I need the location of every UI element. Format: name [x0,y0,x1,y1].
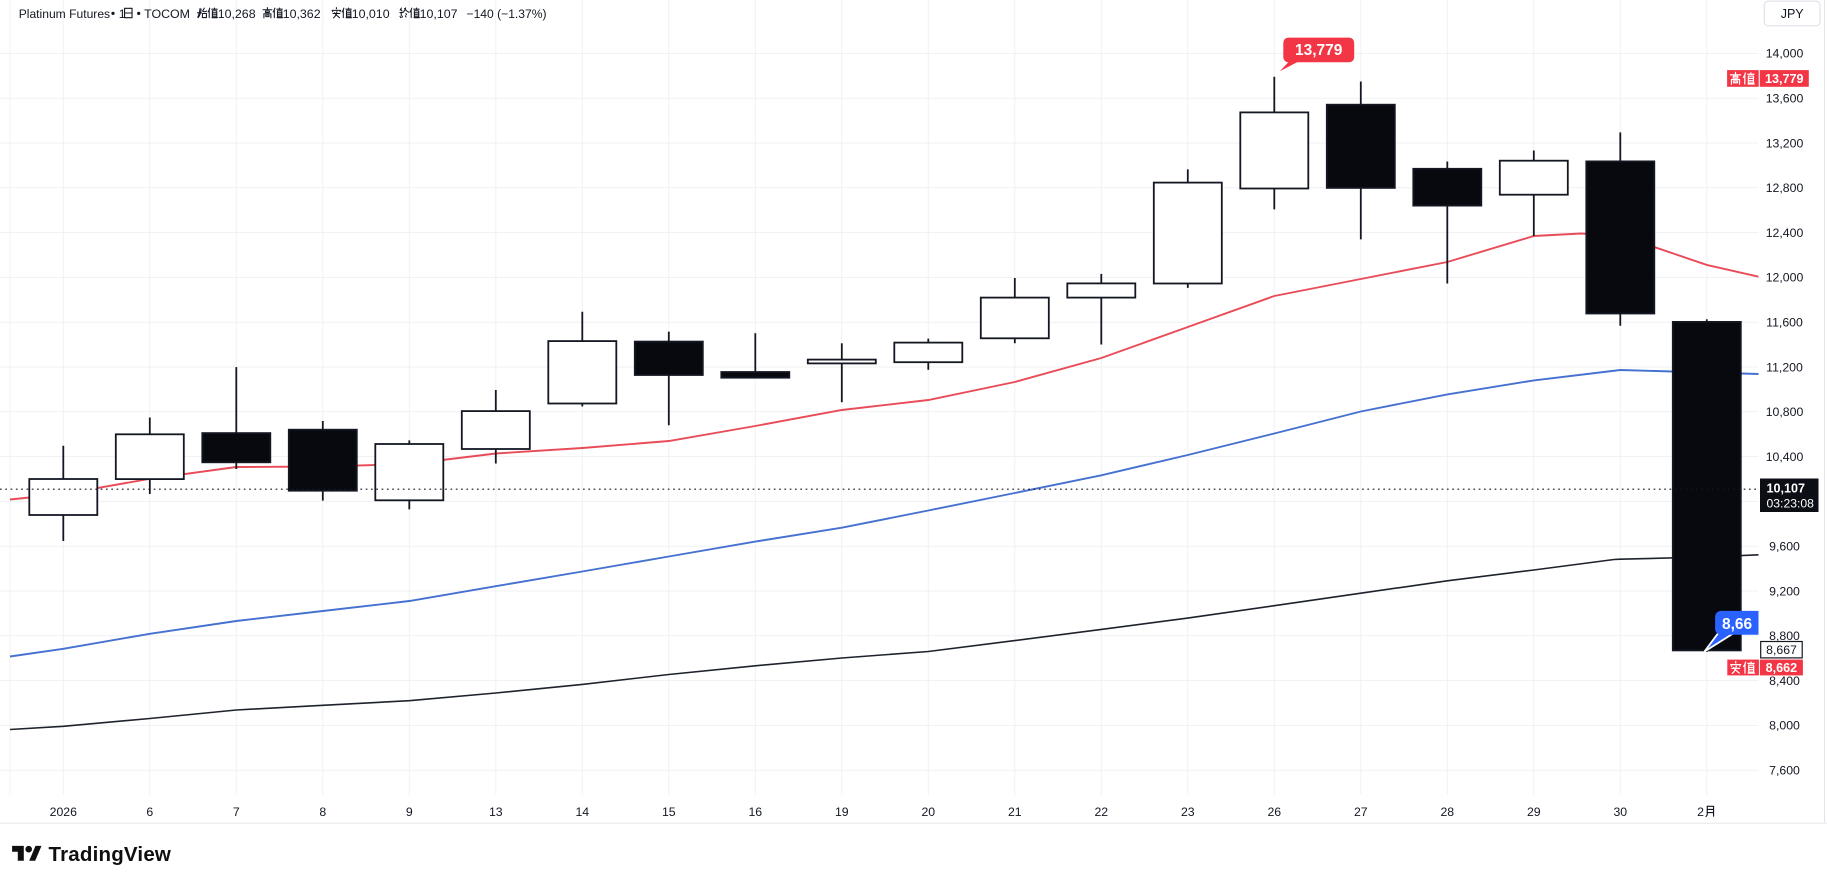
svg-text:15: 15 [662,805,676,819]
svg-text:8,66: 8,66 [1722,616,1753,633]
svg-text:16: 16 [748,805,762,819]
svg-text:8,000: 8,000 [1769,719,1800,733]
svg-text:30: 30 [1613,805,1627,819]
svg-text:2: 2 [1697,805,1704,819]
svg-text:6: 6 [146,805,153,819]
svg-text:9,600: 9,600 [1769,540,1800,554]
svg-text:9: 9 [406,805,413,819]
svg-text:21: 21 [1008,805,1022,819]
svg-text:20: 20 [921,805,935,819]
svg-text:13: 13 [489,805,503,819]
svg-text:10,010: 10,010 [352,7,390,21]
svg-text:27: 27 [1354,805,1368,819]
svg-text:29: 29 [1527,805,1541,819]
svg-text:03:23:08: 03:23:08 [1767,497,1815,511]
svg-text:10,400: 10,400 [1766,450,1804,464]
svg-text:14,000: 14,000 [1766,47,1804,61]
svg-text:10,107: 10,107 [1767,481,1806,495]
svg-text:10,107: 10,107 [420,7,458,21]
svg-text:JPY: JPY [1781,7,1805,21]
svg-text:8,667: 8,667 [1766,643,1797,657]
svg-text:Platinum Futures: Platinum Futures [19,7,110,21]
svg-text:8,662: 8,662 [1766,661,1798,675]
svg-text:10,362: 10,362 [283,7,321,21]
svg-text:28: 28 [1440,805,1454,819]
svg-text:13,600: 13,600 [1766,92,1804,106]
svg-text:12,400: 12,400 [1766,226,1804,240]
svg-text:26: 26 [1267,805,1281,819]
svg-text:14: 14 [575,805,589,819]
svg-text:8,400: 8,400 [1769,674,1800,688]
svg-text:12,800: 12,800 [1766,181,1804,195]
svg-text:−140 (−1.37%): −140 (−1.37%) [467,7,547,21]
svg-text:12,000: 12,000 [1766,271,1804,285]
svg-text:11,600: 11,600 [1766,316,1803,330]
svg-text:22: 22 [1094,805,1108,819]
svg-text:13,779: 13,779 [1295,42,1343,59]
svg-text:19: 19 [835,805,849,819]
svg-text:7,600: 7,600 [1769,764,1800,778]
svg-text:9,200: 9,200 [1769,584,1800,598]
svg-text:10,268: 10,268 [218,7,256,21]
svg-text:TOCOM: TOCOM [144,7,190,21]
svg-text:7: 7 [233,805,240,819]
svg-text:11,200: 11,200 [1766,360,1803,374]
svg-text:13,779: 13,779 [1765,72,1804,86]
svg-text:10,800: 10,800 [1766,405,1804,419]
svg-text:TradingView: TradingView [49,843,172,866]
svg-text:8: 8 [319,805,326,819]
svg-text:2026: 2026 [50,805,78,819]
svg-text:13,200: 13,200 [1766,136,1804,150]
svg-text:23: 23 [1181,805,1195,819]
